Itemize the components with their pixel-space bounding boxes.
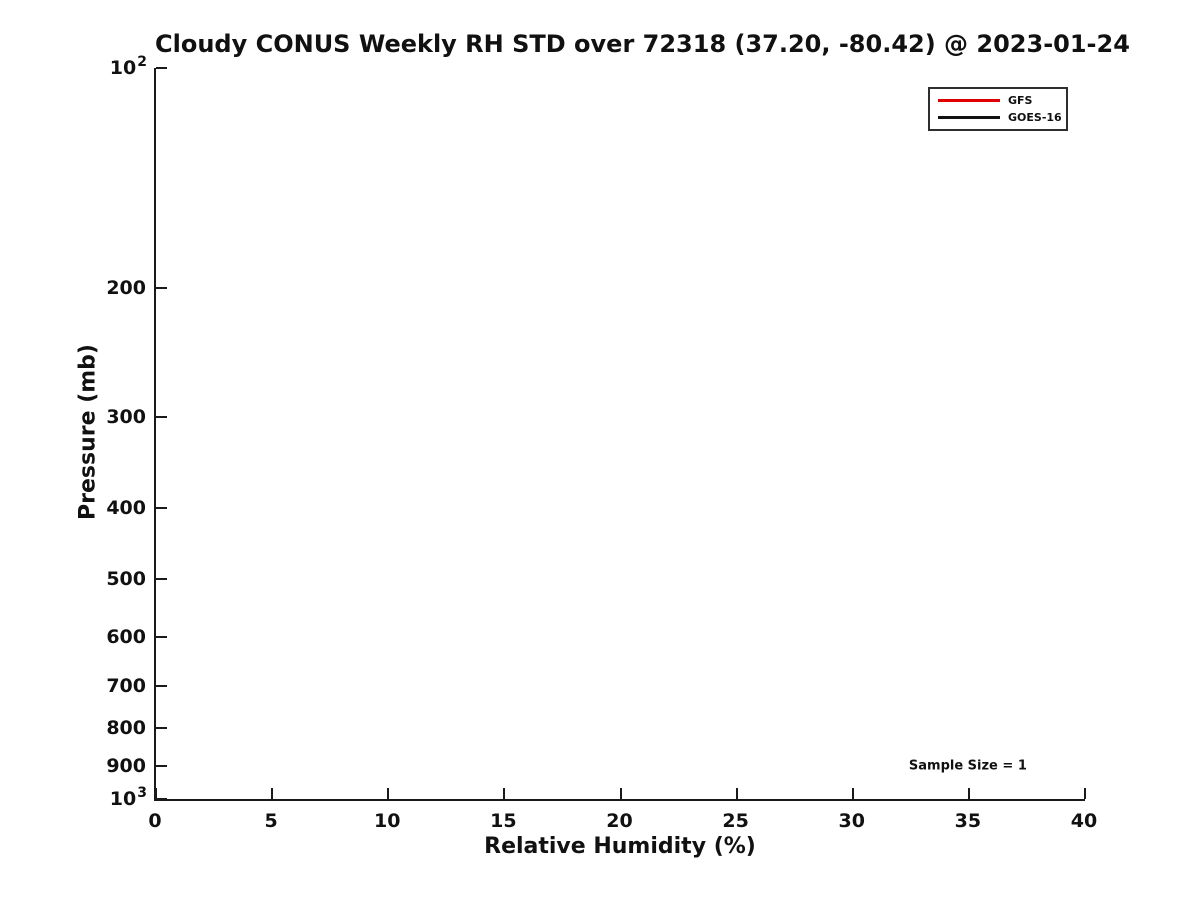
y-tick-label: 102 xyxy=(109,53,147,79)
y-tick-mark xyxy=(156,635,167,638)
x-tick-label: 10 xyxy=(374,810,401,832)
x-tick-mark xyxy=(1084,788,1086,799)
x-tick-mark xyxy=(619,788,622,799)
y-tick-label: 200 xyxy=(106,277,146,300)
plot-area xyxy=(154,67,1086,801)
y-tick-mark xyxy=(156,287,167,290)
y-tick-mark xyxy=(156,577,167,580)
y-tick-label: 800 xyxy=(106,717,146,740)
legend: GFS GOES-16 xyxy=(928,87,1068,131)
x-tick-label: 25 xyxy=(722,810,749,832)
y-tick-mark xyxy=(156,507,167,510)
x-tick-label: 20 xyxy=(606,810,633,832)
x-tick-mark xyxy=(851,788,854,799)
legend-entry-label: GFS xyxy=(1008,94,1033,107)
y-tick-label: 900 xyxy=(106,754,146,777)
x-tick-mark xyxy=(503,788,506,799)
legend-entry-label: GOES-16 xyxy=(1008,111,1062,124)
x-tick-label: 0 xyxy=(148,810,162,832)
y-tick-mark xyxy=(156,415,167,418)
y-tick-mark xyxy=(156,798,167,800)
x-tick-label: 40 xyxy=(1070,810,1098,832)
x-tick-label: 5 xyxy=(264,810,278,832)
sample-size-annotation: Sample Size = 1 xyxy=(908,758,1027,774)
y-tick-mark xyxy=(156,684,167,687)
y-tick-label: 103 xyxy=(109,784,147,810)
legend-line-swatch xyxy=(938,99,1000,102)
y-tick-label: 700 xyxy=(106,674,146,697)
x-tick-label: 30 xyxy=(838,810,865,832)
x-tick-mark xyxy=(387,788,390,799)
y-tick-mark xyxy=(156,764,167,767)
chart-title: Cloudy CONUS Weekly RH STD over 72318 (3… xyxy=(155,30,1130,58)
x-tick-label: 15 xyxy=(490,810,517,832)
x-tick-mark xyxy=(735,788,738,799)
y-tick-label: 600 xyxy=(106,625,146,648)
y-tick-label: 300 xyxy=(106,405,146,428)
legend-entry: GFS xyxy=(938,94,1058,107)
x-tick-mark xyxy=(271,788,274,799)
x-tick-mark xyxy=(967,788,970,799)
y-axis-label: Pressure (mb) xyxy=(75,344,101,520)
legend-entry: GOES-16 xyxy=(938,111,1062,124)
x-tick-mark xyxy=(155,788,157,799)
y-tick-label: 500 xyxy=(106,567,146,590)
y-tick-mark xyxy=(156,727,167,730)
x-tick-label: 35 xyxy=(954,810,982,832)
y-tick-mark xyxy=(156,67,167,69)
y-tick-label: 400 xyxy=(106,497,146,520)
legend-line-swatch xyxy=(938,116,1000,119)
x-axis-label: Relative Humidity (%) xyxy=(484,834,756,859)
